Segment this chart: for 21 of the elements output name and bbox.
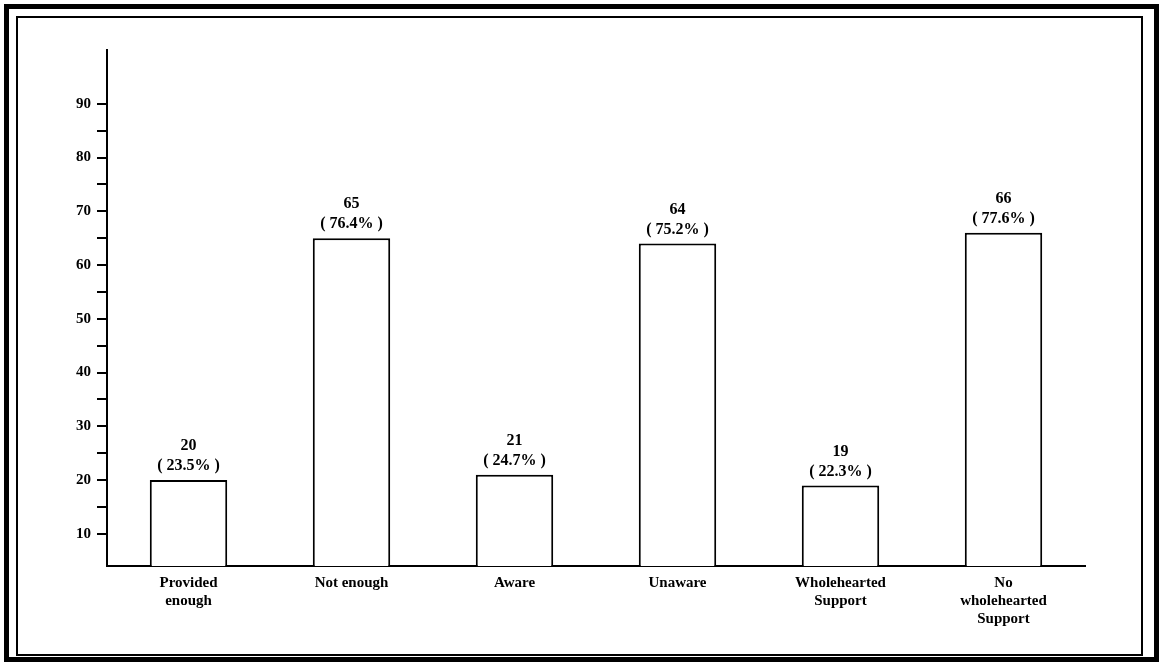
x-tick-label: Unaware (648, 573, 707, 590)
x-tick-label: Wholehearted Support (795, 573, 887, 608)
x-tick-label: Not enough (314, 573, 390, 590)
data-label: 20 ( 23.5% ) (157, 436, 220, 475)
y-tick-label: 20 (76, 470, 91, 487)
y-tick-label: 90 (76, 94, 91, 111)
data-label: 21 ( 24.7% ) (483, 430, 546, 469)
data-label: 65 ( 76.4% ) (320, 194, 383, 233)
x-tick-label: No wholehearted Support (960, 573, 1048, 626)
data-label: 19 ( 22.3% ) (809, 441, 872, 480)
y-tick-label: 80 (76, 148, 91, 165)
x-tick-label: Aware (493, 573, 536, 590)
y-tick-label: 60 (76, 255, 91, 272)
x-tick-label: Provided enough (159, 573, 219, 608)
y-tick-label: 50 (76, 309, 91, 326)
y-tick-label: 40 (76, 363, 91, 380)
y-tick-label: 30 (76, 417, 91, 434)
data-label: 66 ( 77.6% ) (972, 188, 1035, 227)
data-label: 64 ( 75.2% ) (646, 199, 709, 238)
y-tick-label: 70 (76, 202, 91, 219)
y-tick-label: 10 (76, 524, 91, 541)
